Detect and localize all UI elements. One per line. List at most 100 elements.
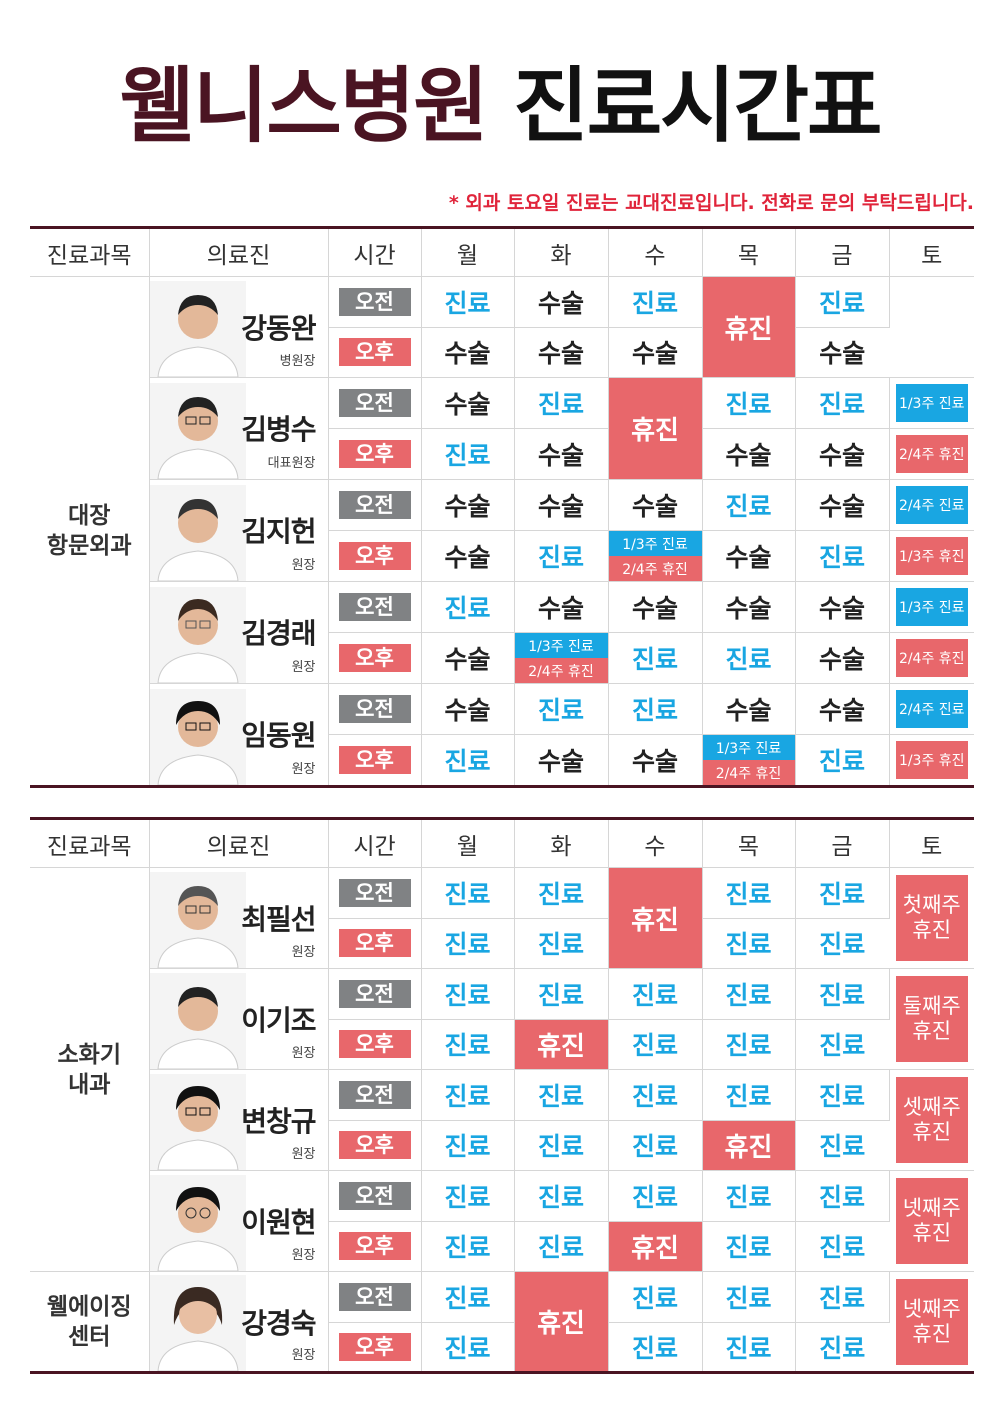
sat-alt-closed: 2/4주 휴진 xyxy=(895,639,968,677)
am-badge: 오전 xyxy=(338,695,411,723)
doctor-photo xyxy=(149,1275,246,1371)
slot-clinic: 진료 xyxy=(537,1132,584,1162)
slot-surgery: 수술 xyxy=(818,441,865,470)
sat-alt-clinic: 1/3주 진료 xyxy=(895,384,968,422)
doctor-card: 김병수 대표원장 xyxy=(149,377,329,480)
slot-clinic: 진료 xyxy=(444,594,491,623)
doctor-photo xyxy=(149,485,246,581)
slot-clinic: 진료 xyxy=(819,1031,866,1061)
am-badge: 오전 xyxy=(338,979,411,1008)
pm-badge: 오후 xyxy=(338,1232,411,1261)
doctor-card: 김지헌 원장 xyxy=(149,479,329,582)
slot-clinic: 진료 xyxy=(819,930,866,960)
slot-clinic: 진료 xyxy=(537,390,584,419)
slot-clinic: 진료 xyxy=(725,1031,772,1061)
pm-badge: 오후 xyxy=(338,644,411,672)
doctor-photo xyxy=(149,383,246,479)
saturday-notice: * 외과 토요일 진료는 교대진료입니다. 전화로 문의 부탁드립니다. xyxy=(448,192,975,214)
doctor-photo xyxy=(149,689,246,785)
slot-clinic: 진료 xyxy=(631,1081,678,1111)
doctor-name: 김지헌 xyxy=(241,515,316,548)
dept-gastro: 소화기 내과 xyxy=(30,867,150,1272)
slot-closed: 휴진 xyxy=(608,377,703,480)
doctor-card: 이원현 원장 xyxy=(149,1170,329,1272)
slot-clinic: 진료 xyxy=(818,1283,865,1313)
slot-clinic: 진료 xyxy=(444,747,491,776)
slot-clinic: 진료 xyxy=(444,441,491,470)
slot-clinic: 진료 xyxy=(444,879,491,909)
pm-badge: 오후 xyxy=(338,929,411,958)
doctor-name: 임동원 xyxy=(241,719,316,752)
doctor-name: 김경래 xyxy=(241,617,316,650)
slot-clinic: 진료 xyxy=(818,980,865,1010)
slot-clinic: 진료 xyxy=(537,879,584,909)
page-title: 웰니스병원 진료시간표 xyxy=(0,52,1000,162)
slot-closed: 휴진 xyxy=(514,1271,609,1373)
am-badge: 오전 xyxy=(338,491,411,519)
slot-clinic: 진료 xyxy=(819,1333,866,1363)
slot-clinic: 진료 xyxy=(444,1283,491,1313)
slot-surgery: 수술 xyxy=(444,339,491,369)
doctor-name: 변창규 xyxy=(241,1105,316,1138)
doctor-role: 원장 xyxy=(291,1147,316,1162)
header-thu: 목 xyxy=(702,227,796,277)
doctor-card: 김경래 원장 xyxy=(149,581,329,684)
doctor-role: 병원장 xyxy=(279,354,316,369)
header-mon: 월 xyxy=(421,818,515,868)
doctor-name: 이기조 xyxy=(241,1004,316,1037)
am-badge: 오전 xyxy=(338,389,411,417)
slot-clinic: 진료 xyxy=(818,747,865,776)
sat-week-closed: 셋째주 휴진 xyxy=(895,1077,968,1163)
slot-clinic: 진료 xyxy=(631,288,678,318)
doctor-role: 원장 xyxy=(291,660,316,675)
sat-alt-clinic: 2/4주 진료 xyxy=(895,486,968,524)
sat-week-closed: 첫째주 휴진 xyxy=(895,875,968,961)
doctor-card: 강동완 병원장 xyxy=(149,276,329,378)
slot-surgery: 수술 xyxy=(819,339,866,369)
slot-clinic: 진료 xyxy=(537,1233,584,1263)
am-badge: 오전 xyxy=(338,1080,411,1109)
slot-surgery: 수술 xyxy=(444,696,491,725)
slot-clinic: 진료 xyxy=(725,1182,772,1212)
slot-clinic: 진료 xyxy=(537,696,584,725)
slot-surgery: 수술 xyxy=(725,441,772,470)
slot-surgery: 수술 xyxy=(818,492,865,521)
slot-clinic: 진료 xyxy=(818,390,865,419)
doctor-photo xyxy=(149,587,246,683)
header-row: 진료과목 의료진 시간 월 화 수 목 금 토 xyxy=(30,818,974,868)
slot-alternating: 1/3주 진료 2/4주 휴진 xyxy=(514,633,608,683)
slot-clinic: 진료 xyxy=(444,980,491,1010)
header-sat: 토 xyxy=(889,227,974,277)
doctor-card: 강경숙 원장 xyxy=(149,1271,329,1373)
am-badge: 오전 xyxy=(338,593,411,621)
slot-clinic: 진료 xyxy=(631,1132,678,1162)
slot-clinic: 진료 xyxy=(725,980,772,1010)
slot-surgery: 수술 xyxy=(631,594,678,623)
am-badge: 오전 xyxy=(338,287,411,316)
slot-empty xyxy=(889,276,974,378)
doctor-card: 변창규 원장 xyxy=(149,1069,329,1171)
header-row: 진료과목 의료진 시간 월 화 수 목 금 토 xyxy=(30,227,974,277)
slot-clinic: 진료 xyxy=(725,1233,772,1263)
sat-week-closed: 둘째주 휴진 xyxy=(895,976,968,1062)
doctor-role: 원장 xyxy=(291,945,316,960)
doctor-card: 최필선 원장 xyxy=(149,867,329,969)
doctor-role: 원장 xyxy=(291,558,316,573)
doctor-role: 원장 xyxy=(291,1046,316,1061)
slot-clinic: 진료 xyxy=(444,930,491,960)
slot-alternating: 1/3주 진료 2/4주 휴진 xyxy=(608,531,702,581)
slot-clinic: 진료 xyxy=(725,1081,772,1111)
doctor-photo xyxy=(149,872,246,968)
pm-badge: 오후 xyxy=(338,1030,411,1059)
slot-clinic: 진료 xyxy=(631,980,678,1010)
sat-alt-closed: 2/4주 휴진 xyxy=(895,435,968,473)
internal-schedule-table: 진료과목 의료진 시간 월 화 수 목 금 토 소화기 내과 최필선 원장 오전… xyxy=(30,817,974,1374)
doctor-name: 이원현 xyxy=(241,1206,316,1239)
slot-surgery: 수술 xyxy=(818,696,865,725)
slot-clinic: 진료 xyxy=(818,288,865,318)
slot-clinic: 진료 xyxy=(537,930,584,960)
slot-clinic: 진료 xyxy=(537,543,584,572)
doctor-role: 원장 xyxy=(291,762,316,777)
header-thu: 목 xyxy=(702,818,796,868)
slot-clinic: 진료 xyxy=(444,1132,491,1162)
